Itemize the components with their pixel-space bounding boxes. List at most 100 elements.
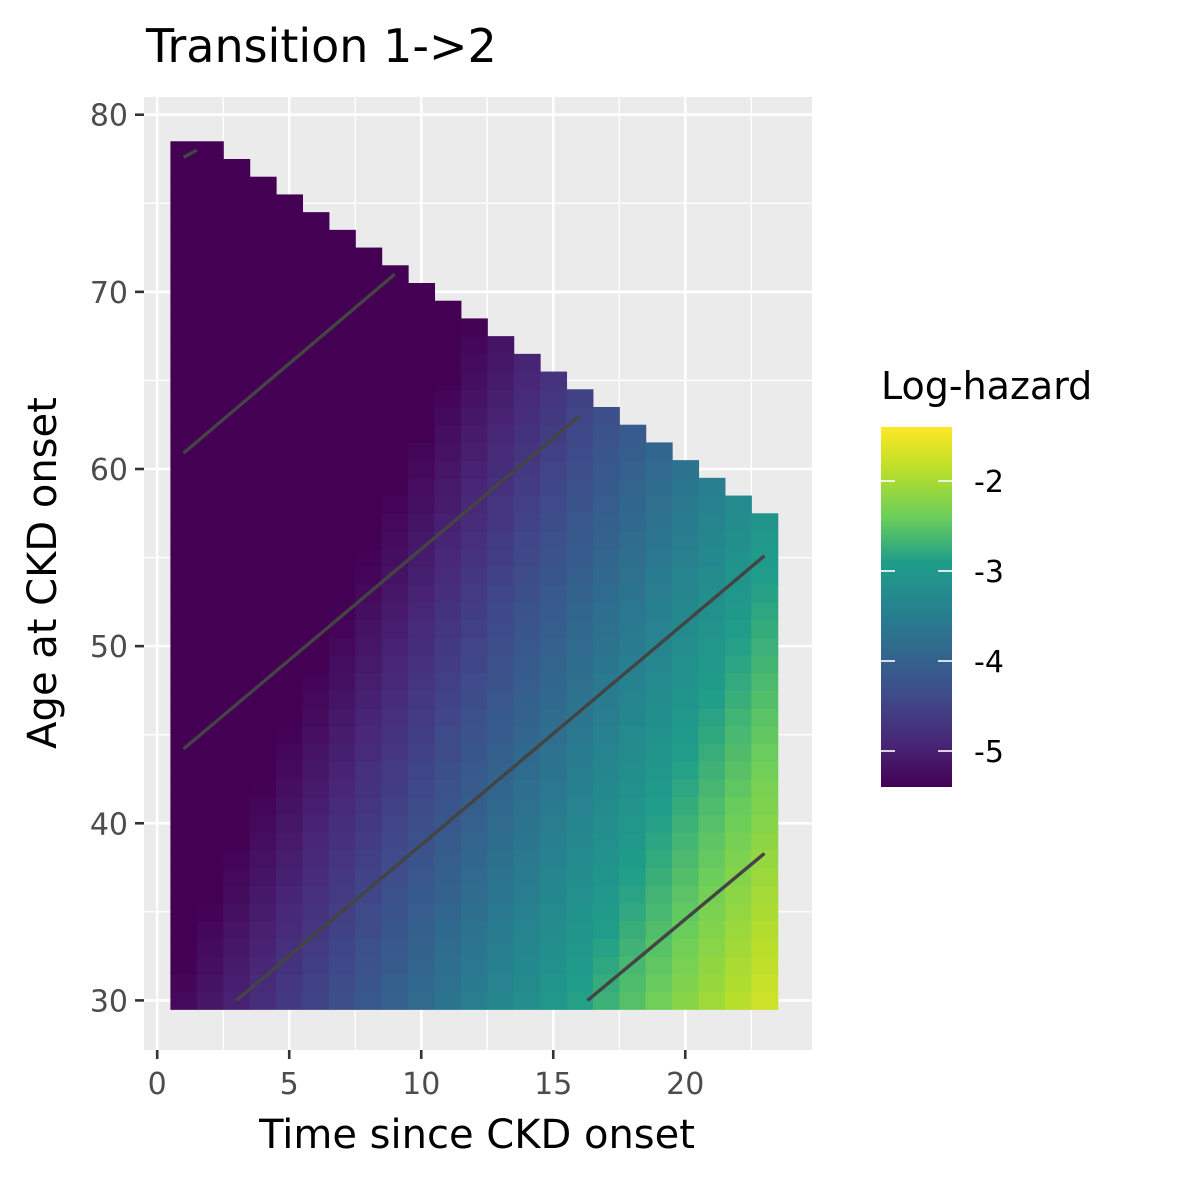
heatmap-tile (408, 778, 436, 798)
heatmap-tile (408, 938, 436, 957)
heatmap-tile (592, 477, 620, 497)
heatmap-tile (487, 424, 515, 444)
heatmap-tile (170, 619, 198, 638)
heatmap-tile (223, 566, 251, 585)
heatmap-tile (196, 194, 224, 213)
heatmap-tile (302, 920, 330, 940)
heatmap-tile (592, 743, 620, 762)
heatmap-tile (249, 247, 277, 266)
heatmap-tile (249, 761, 277, 780)
heatmap-tile (381, 371, 409, 390)
heatmap-tile (698, 584, 726, 603)
heatmap-tile (566, 637, 594, 656)
contour-lines (182, 148, 766, 1002)
heatmap-tile (249, 318, 277, 337)
heatmap-tile (381, 406, 409, 426)
heatmap-tile (592, 761, 620, 780)
heatmap-tile (276, 849, 304, 869)
heatmap-tile (513, 778, 541, 798)
heatmap-tile (249, 194, 277, 213)
heatmap-tile (619, 778, 647, 798)
heatmap-tile (408, 743, 436, 762)
contour-line (182, 414, 581, 751)
heatmap-tile (460, 442, 488, 461)
heatmap-tile (698, 619, 726, 638)
legend-colorbar (881, 427, 952, 787)
heatmap-tile (276, 229, 304, 249)
heatmap-tile (434, 389, 462, 408)
heatmap-tile (355, 300, 383, 320)
heatmap-tile (698, 725, 726, 745)
heatmap-tile (170, 247, 198, 266)
heatmap-tile (196, 176, 224, 196)
heatmap-tile (328, 672, 356, 692)
heatmap-tile (698, 495, 726, 514)
heatmap-tile (328, 353, 356, 373)
heatmap-tile (196, 690, 224, 709)
heatmap-tile (724, 778, 752, 798)
heatmap-tile (355, 336, 383, 355)
heatmap-tile (513, 530, 541, 550)
heatmap-tile (487, 406, 515, 426)
heatmap-tile (724, 920, 752, 940)
heatmap-tile (460, 513, 488, 532)
heatmap-tile (487, 920, 515, 940)
heatmap-tile (434, 530, 462, 550)
heatmap-tile (355, 371, 383, 390)
heatmap-tile (196, 973, 224, 993)
heatmap-tile (276, 920, 304, 940)
heatmap-tile (276, 513, 304, 532)
y-axis: 30 40 50 60 70 80 (90, 99, 144, 1019)
heatmap-tile (408, 513, 436, 532)
heatmap-tile (276, 761, 304, 780)
heatmap-tile (408, 796, 436, 816)
heatmap-tile (566, 548, 594, 568)
heatmap-tile (249, 584, 277, 603)
heatmap-tile (672, 956, 700, 975)
heatmap-tile (249, 654, 277, 674)
heatmap-tile (487, 336, 515, 355)
heatmap-tile (276, 194, 304, 213)
heatmap-tile (487, 584, 515, 603)
heatmap-tile (302, 212, 330, 231)
heatmap-tile (170, 938, 198, 957)
heatmap-tile (540, 460, 568, 479)
heatmap-tile (540, 885, 568, 904)
heatmap-tile (223, 902, 251, 922)
heatmap-tile (302, 477, 330, 497)
heatmap-tile (355, 530, 383, 550)
heatmap-tile (698, 956, 726, 975)
heatmap-tile (276, 654, 304, 674)
heatmap-tile (276, 902, 304, 922)
heatmap-tile (672, 619, 700, 638)
heatmap-tile (672, 902, 700, 922)
heatmap-tile (196, 619, 224, 638)
heatmap-tile (381, 300, 409, 320)
x-axis-label: Time since CKD onset (258, 1112, 695, 1158)
heatmap-tile (619, 601, 647, 621)
heatmap-tile (170, 353, 198, 373)
heatmap-tile (223, 212, 251, 231)
heatmap-tile (408, 460, 436, 479)
heatmap-tile (355, 619, 383, 638)
heatmap-tile (223, 318, 251, 337)
heatmap-tile (540, 477, 568, 497)
heatmap-tile (355, 708, 383, 727)
heatmap-tile (302, 513, 330, 532)
heatmap-tile (355, 920, 383, 940)
heatmap-tile (619, 743, 647, 762)
heatmap-tile (619, 991, 647, 1010)
heatmap-tile (223, 300, 251, 320)
heatmap-tile (276, 336, 304, 355)
heatmap-tile (540, 761, 568, 780)
heatmap-tile (566, 973, 594, 993)
heatmap-tile (566, 725, 594, 745)
heatmap-tile (355, 353, 383, 373)
heatmap-tile (566, 849, 594, 869)
heatmap-tile (672, 761, 700, 780)
heatmap-tile (196, 389, 224, 408)
heatmap-tile (223, 690, 251, 709)
heatmap-tile (223, 725, 251, 745)
heatmap-tile (460, 371, 488, 390)
heatmap-tile (487, 938, 515, 957)
